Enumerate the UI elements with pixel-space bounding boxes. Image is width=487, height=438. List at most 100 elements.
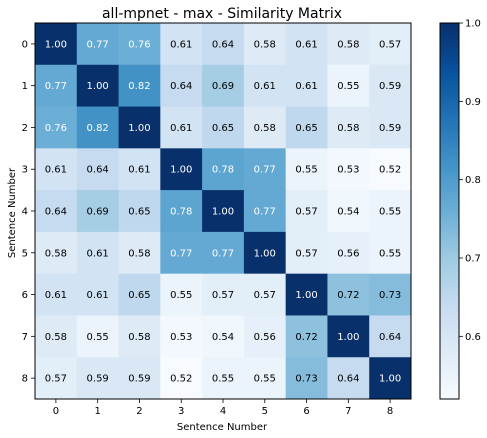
heatmap-cell-7-7: [327, 315, 370, 358]
y-tick-label: 1: [22, 81, 28, 92]
y-axis-ticks: 0 1 2 3 4 5 6 7 8: [22, 39, 35, 385]
heatmap-cell-4-2: [118, 190, 161, 233]
cell-value-label: 0.56: [337, 248, 359, 259]
cell-value-label: 0.57: [295, 248, 317, 259]
heatmap-cell-1-0: [35, 64, 78, 108]
heatmap-cell-2-6: [285, 106, 328, 149]
heatmap-cell-7-3: [160, 315, 203, 358]
cell-value-label: 0.55: [295, 165, 317, 176]
cell-value-label: 0.57: [45, 374, 67, 385]
colorbar: [439, 22, 460, 400]
x-tick-label: 5: [262, 406, 268, 417]
heatmap-cell-8-5: [243, 357, 287, 400]
colorbar-tick-label: 0.6: [465, 332, 481, 343]
heatmap-cell-2-2: [118, 106, 161, 149]
heatmap-cell-8-6: [285, 357, 328, 400]
cell-value-label: 0.64: [45, 207, 67, 218]
cell-value-label: 0.64: [87, 165, 109, 176]
cell-value-label: 1.00: [87, 81, 109, 92]
heatmap-cell-3-4: [202, 148, 245, 191]
cell-value-label: 0.65: [128, 207, 150, 218]
heatmap-cell-1-5: [243, 64, 287, 108]
heatmap-cell-3-3: [160, 148, 203, 191]
heatmap-cell-3-8: [369, 148, 412, 191]
cell-value-label: 0.76: [45, 123, 67, 134]
x-tick-label: 8: [387, 406, 393, 417]
cell-value-label: 0.69: [87, 207, 109, 218]
cell-value-label: 0.58: [45, 248, 67, 259]
heatmap-cell-2-0: [35, 106, 78, 149]
cell-value-label: 0.58: [254, 39, 276, 50]
cell-value-label: 0.53: [170, 332, 192, 343]
cell-value-label: 0.55: [254, 374, 276, 385]
x-tick-label: 2: [136, 406, 142, 417]
heatmap-cell-1-8: [369, 64, 412, 108]
y-tick-label: 8: [22, 374, 28, 385]
cell-value-label: 1.00: [170, 165, 192, 176]
cell-value-label: 0.54: [337, 207, 359, 218]
heatmap-cell-0-7: [327, 23, 370, 66]
cell-value-label: 0.64: [212, 39, 234, 50]
cell-value-label: 0.57: [295, 207, 317, 218]
cell-value-label: 0.65: [128, 290, 150, 301]
heatmap-cell-2-7: [327, 106, 370, 149]
heatmap-cell-1-6: [285, 64, 328, 108]
heatmap-cell-4-8: [369, 190, 412, 233]
cell-value-label: 0.61: [87, 290, 109, 301]
cell-value-label: 0.61: [170, 123, 192, 134]
cell-value-label: 0.72: [337, 290, 359, 301]
heatmap-cell-8-1: [76, 357, 120, 400]
heatmap-cell-0-3: [160, 23, 203, 66]
cell-value-label: 0.73: [379, 290, 401, 301]
heatmap-cell-5-7: [327, 231, 370, 275]
cell-value-label: 0.59: [379, 81, 401, 92]
heatmap-cell-8-7: [327, 357, 370, 400]
y-tick-label: 6: [22, 290, 28, 301]
x-tick-label: 0: [53, 406, 59, 417]
heatmap-cell-7-0: [35, 315, 78, 358]
heatmap-cell-7-6: [285, 315, 328, 358]
cell-value-label: 0.59: [87, 374, 109, 385]
colorbar-tick-label: 1.0: [465, 19, 481, 30]
cell-value-label: 0.61: [87, 248, 109, 259]
cell-value-label: 0.65: [295, 123, 317, 134]
x-axis-ticks: 0 1 2 3 4 5 6 7 8: [53, 399, 393, 417]
x-tick-label: 7: [345, 406, 351, 417]
heatmap-cell-1-3: [160, 64, 203, 108]
heatmap-cell-3-6: [285, 148, 328, 191]
cell-value-label: 0.58: [128, 248, 150, 259]
cell-value-label: 0.77: [212, 248, 234, 259]
x-tick-label: 4: [220, 406, 226, 417]
cell-value-label: 0.57: [212, 290, 234, 301]
y-tick-label: 3: [22, 165, 28, 176]
heatmap-cell-6-2: [118, 273, 161, 316]
heatmap-cell-7-5: [243, 315, 287, 358]
cell-value-label: 0.55: [87, 332, 109, 343]
chart-title: all-mpnet - max - Similarity Matrix: [102, 6, 342, 22]
heatmap-cell-5-0: [35, 231, 78, 275]
heatmap-cell-6-8: [369, 273, 412, 316]
heatmap-cell-1-1: [76, 64, 120, 108]
heatmap-cell-3-2: [118, 148, 161, 191]
heatmap-cell-7-1: [76, 315, 120, 358]
cell-value-label: 0.55: [212, 374, 234, 385]
heatmap-cell-3-5: [243, 148, 287, 191]
heatmap-cell-1-7: [327, 64, 370, 108]
cell-value-label: 0.77: [170, 248, 192, 259]
heatmap-cell-4-0: [35, 190, 78, 233]
cell-value-label: 0.61: [295, 39, 317, 50]
cell-value-label: 0.61: [170, 39, 192, 50]
cell-value-label: 0.72: [295, 332, 317, 343]
heatmap-cell-6-7: [327, 273, 370, 316]
cell-value-label: 0.53: [337, 165, 359, 176]
cell-value-label: 0.82: [128, 81, 150, 92]
heatmap-cell-0-1: [76, 23, 120, 66]
heatmap-cell-5-3: [160, 231, 203, 275]
cell-value-label: 0.61: [45, 165, 67, 176]
cell-value-label: 0.55: [379, 207, 401, 218]
heatmap-cell-4-3: [160, 190, 203, 233]
y-tick-label: 4: [22, 207, 28, 218]
colorbar-tick-label: 0.9: [465, 97, 481, 108]
colorbar-ticks: 0.6 0.7 0.8 0.9 1.0: [459, 19, 481, 343]
heatmap-cell-6-3: [160, 273, 203, 316]
